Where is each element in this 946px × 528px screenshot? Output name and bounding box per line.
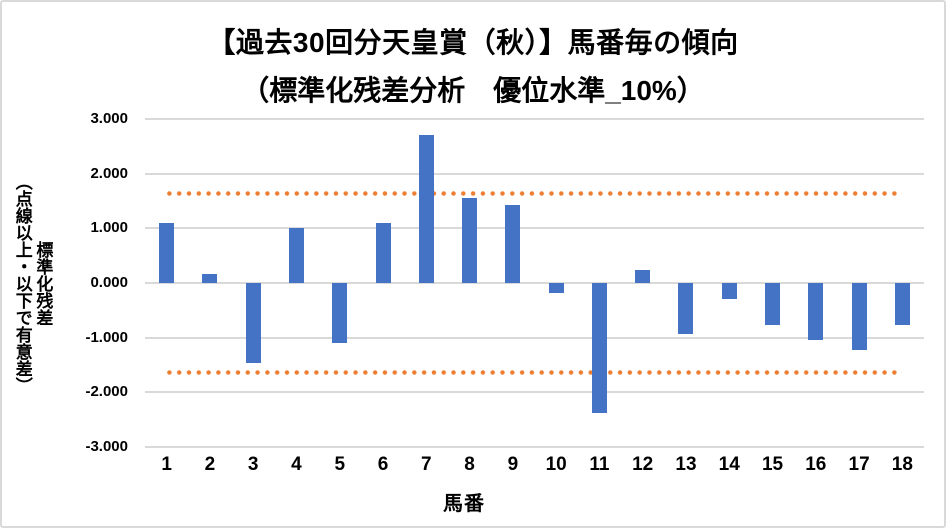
gridline-0	[145, 282, 924, 284]
chart-title: 【過去30回分天皇賞（秋）】馬番毎の傾向	[207, 27, 739, 58]
gridline-1	[145, 227, 924, 230]
significance-line-lower	[166, 370, 903, 376]
bar-13	[678, 283, 694, 334]
x-axis-title: 馬番	[443, 493, 485, 515]
y-tick-3.000: 3.000	[90, 110, 128, 127]
bar-16	[808, 283, 824, 340]
bar-5	[332, 283, 348, 344]
bar-3	[245, 283, 261, 364]
gridline--3	[145, 446, 924, 448]
bar-14	[721, 283, 737, 300]
y-tick-2.000: 2.000	[90, 164, 128, 182]
bar-2	[202, 274, 218, 283]
bar-6	[375, 222, 391, 283]
y-axis-title-main: 標準化残差	[33, 240, 53, 326]
x-tick-3: 3	[247, 454, 259, 475]
x-tick-9: 9	[507, 454, 519, 475]
x-tick-6: 6	[377, 454, 389, 475]
bar-17	[851, 283, 867, 350]
gridline-3	[145, 118, 924, 120]
y-tick--3.000: -3.000	[85, 438, 128, 455]
bar-15	[765, 283, 781, 326]
y-axis-tick-labels: 3.000 2.000 1.000 0.000 -1.000 -2.000 -3.000	[2, 110, 128, 455]
x-tick-1: 1	[161, 454, 172, 475]
gridline--1	[145, 336, 924, 339]
y-axis-title-sub: （点線以上・以下で有意差）	[12, 172, 32, 394]
x-tick-7: 7	[421, 454, 432, 475]
bar-9	[505, 204, 521, 283]
x-tick-13: 13	[675, 454, 697, 475]
x-tick-2: 2	[204, 454, 216, 475]
x-tick-17: 17	[848, 454, 870, 475]
x-tick-8: 8	[464, 454, 475, 475]
x-tick-12: 12	[632, 454, 654, 475]
significance-line-upper	[166, 190, 903, 196]
bar-10	[548, 283, 564, 293]
x-tick-10: 10	[545, 454, 567, 475]
x-tick-4: 4	[291, 454, 302, 475]
gridline-2	[145, 172, 924, 175]
x-tick-15: 15	[761, 454, 784, 475]
x-tick-16: 16	[805, 454, 827, 475]
plot-area	[145, 118, 924, 448]
bar-12	[635, 270, 651, 283]
x-tick-11: 11	[589, 454, 610, 475]
y-tick-0.000: 0.000	[90, 274, 128, 291]
chart-subtitle: （標準化残差分析 優位水準_10%）	[241, 75, 705, 106]
x-tick-18: 18	[891, 454, 913, 475]
bar-1	[159, 223, 175, 283]
x-tick-14: 14	[718, 454, 740, 475]
y-tick-1.000: 1.000	[90, 219, 128, 237]
bar-18	[894, 283, 910, 325]
y-axis-title: 標準化残差 （点線以上・以下で有意差）	[10, 119, 53, 447]
bar-7	[418, 135, 434, 283]
x-tick-5: 5	[334, 454, 346, 475]
y-tick--2.000: -2.000	[85, 383, 128, 401]
x-axis-tick-labels: 1 2 3 4 5 6 7 8 9 10 11 12 13 14 15 16 17 18	[145, 454, 924, 480]
gridline--2	[145, 391, 924, 394]
bar-11	[591, 283, 607, 414]
y-tick--1.000: -1.000	[85, 328, 128, 346]
bar-4	[288, 227, 304, 283]
bar-8	[462, 198, 478, 283]
